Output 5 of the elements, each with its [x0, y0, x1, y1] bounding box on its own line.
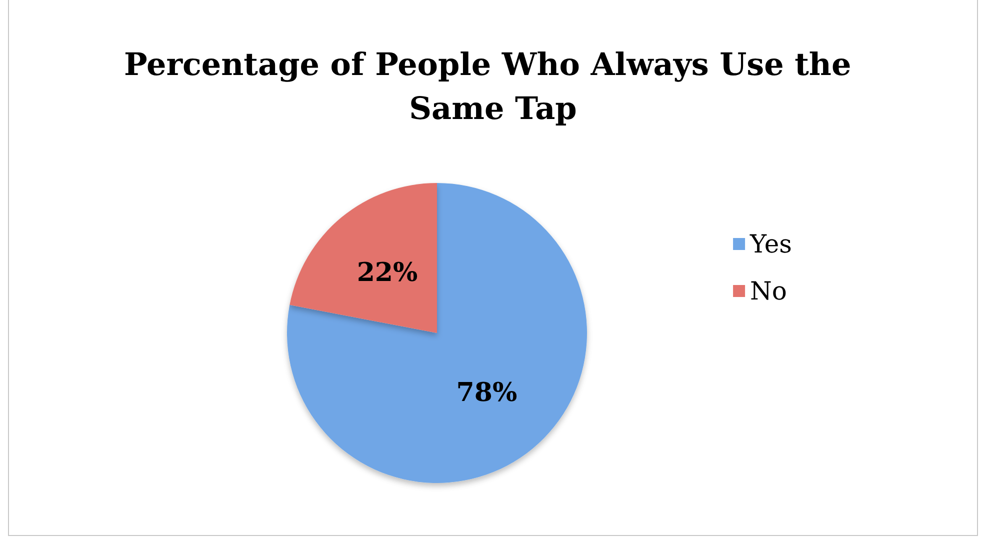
- data-label: 78%: [456, 378, 518, 408]
- chart-title: Percentage of People Who Always Use the Same Tap: [124, 47, 862, 127]
- legend-label: No: [750, 276, 787, 306]
- legend-label: Yes: [749, 230, 792, 258]
- data-label: 22%: [356, 258, 418, 288]
